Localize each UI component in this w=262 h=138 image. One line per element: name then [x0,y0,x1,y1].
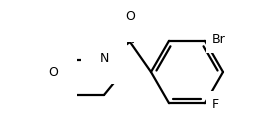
Text: O: O [125,10,135,23]
Text: Br: Br [212,33,226,46]
Text: O: O [48,67,58,79]
Text: N: N [99,52,109,66]
Text: F: F [212,98,219,111]
